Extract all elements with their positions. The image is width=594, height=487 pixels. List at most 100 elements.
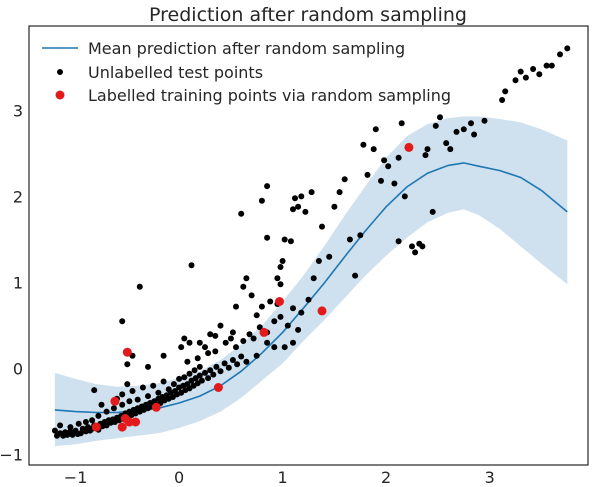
y-tick-label: 2 [13,187,23,206]
test-point [160,378,167,385]
test-point [395,154,402,161]
test-point [129,388,136,394]
test-point [281,236,288,243]
test-point [240,283,247,290]
test-point [471,131,478,138]
test-point [176,375,183,382]
training-points-layer [91,142,414,432]
test-point [202,344,208,351]
y-axis-ticks: −1 0 1 2 3 [0,101,23,464]
test-point [91,387,98,394]
test-point [243,358,250,365]
test-point [212,348,219,355]
test-point [103,408,110,415]
test-point [136,283,143,290]
test-point [267,298,274,305]
test-point [308,189,315,196]
test-point [194,355,201,362]
test-point [319,223,325,230]
test-point [453,128,460,135]
test-point [385,163,392,170]
training-point [117,422,127,432]
test-point [378,177,384,184]
legend: Mean prediction after random sampling Un… [42,39,451,105]
test-point [264,234,271,241]
test-point [229,357,236,363]
training-point [122,347,132,357]
test-point [360,141,367,148]
test-point [124,361,131,368]
test-point [227,335,234,342]
training-point [404,142,414,152]
confidence-band [54,116,568,447]
test-point [352,272,359,279]
test-point [229,329,236,336]
test-point [295,203,302,210]
test-point [290,305,296,312]
test-point [357,232,364,239]
test-point [207,331,214,338]
training-point [131,417,141,427]
test-point [139,384,146,391]
test-point [305,296,312,303]
test-point [119,391,126,398]
test-point [310,275,317,282]
test-point [395,238,402,245]
test-point [279,258,286,264]
test-point [274,275,281,282]
confidence-band-layer [54,116,568,447]
test-point [364,171,371,178]
test-point [302,208,309,215]
x-tick-label: 3 [485,468,495,487]
test-point [401,193,408,200]
test-point [240,338,247,344]
test-point [512,77,519,84]
test-point [238,353,245,360]
test-point [207,367,214,374]
test-point [155,389,162,396]
test-point [124,381,131,388]
y-tick-label: 0 [13,360,23,379]
test-point [110,405,117,412]
test-point [412,249,419,256]
test-point [419,243,426,250]
test-point [205,350,212,357]
test-point [51,427,58,434]
test-point [517,68,524,75]
x-tick-label: −1 [64,468,88,487]
training-point [91,422,101,432]
test-point [126,398,133,405]
test-point [205,375,212,382]
test-point [287,238,294,245]
test-point [186,370,193,377]
test-point [432,122,439,129]
test-point [69,431,76,438]
y-tick-label: 3 [13,101,23,120]
test-point [271,318,278,325]
test-point [75,420,82,427]
test-point [188,262,195,269]
test-point [422,152,429,159]
test-point [437,114,443,121]
test-point [246,331,253,338]
test-point [499,97,506,103]
training-point [110,396,120,406]
test-point [460,126,467,133]
test-point [217,322,224,329]
test-point [196,372,203,379]
legend-train-swatch [55,90,65,100]
test-point [95,412,102,419]
test-point [253,312,260,319]
test-point [233,303,239,310]
test-point [258,303,265,310]
x-axis-ticks: −1 0 1 2 3 [64,468,495,487]
test-point [557,51,563,58]
test-point [181,374,188,381]
test-point [447,146,454,153]
test-point [481,117,488,124]
test-point [67,424,74,431]
test-point [277,264,284,270]
test-point [134,396,141,403]
training-point [124,417,134,427]
test-point [398,120,405,127]
